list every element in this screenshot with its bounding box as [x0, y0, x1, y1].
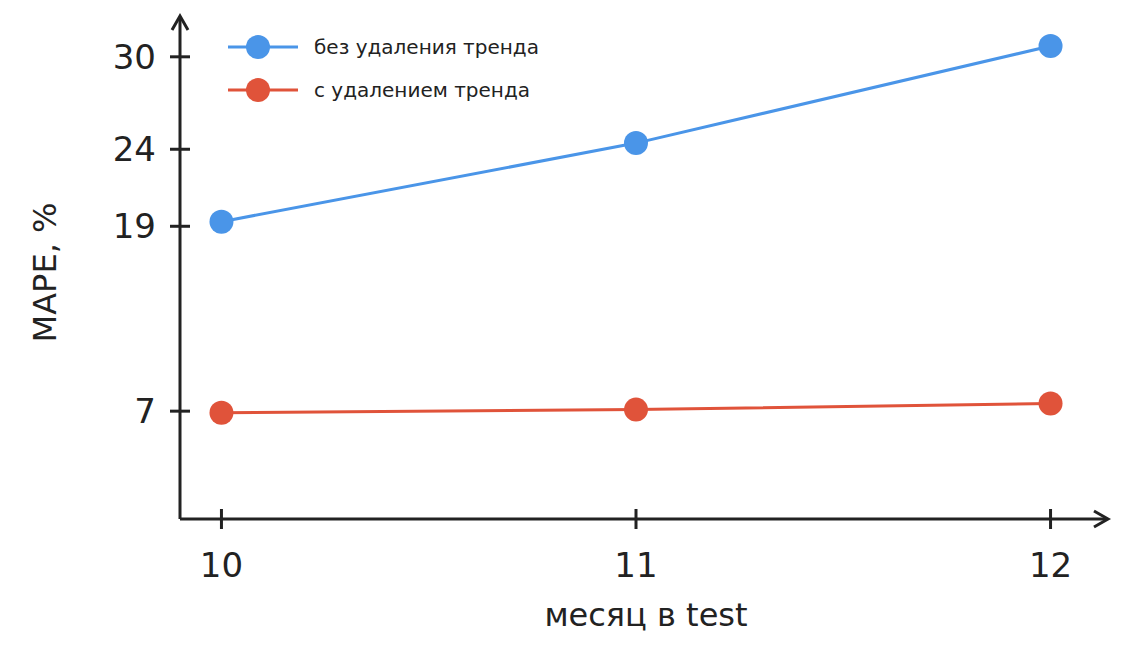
x-tick: [1049, 509, 1052, 529]
y-tick: [170, 225, 190, 228]
series-line: [221, 46, 1050, 222]
y-axis-arrow: [172, 16, 188, 30]
y-tick-label: 19: [113, 206, 156, 246]
chart: 7 19 24 30 10 11 12 месяц в test MAPE, % без удал…: [0, 0, 1142, 652]
y-axis-title: MAPE, %: [26, 203, 64, 343]
plot-area: [209, 34, 1062, 425]
y-tick-label: 7: [134, 391, 156, 431]
y-tick-label: 30: [113, 37, 156, 77]
x-axis-arrow: [1094, 511, 1108, 527]
x-axis-title: месяц в test: [544, 596, 747, 634]
legend-label: без удаления тренда: [314, 35, 539, 59]
legend-label: с удалением тренда: [314, 78, 530, 102]
legend-marker: [246, 35, 270, 59]
legend-marker: [246, 78, 270, 102]
y-tick-label: 24: [113, 129, 156, 169]
x-tick-label: 11: [614, 545, 657, 585]
series-point: [209, 210, 233, 234]
series-point: [209, 401, 233, 425]
series-point: [624, 131, 648, 155]
series-point: [624, 398, 648, 422]
y-tick: [170, 410, 190, 413]
x-tick: [635, 509, 638, 529]
y-tick: [170, 55, 190, 58]
legend: без удаления тренда с удалением тренда: [228, 35, 539, 102]
x-axis: [180, 518, 1106, 521]
series-point: [1039, 34, 1063, 58]
x-tick-label: 12: [1029, 545, 1072, 585]
x-tick-label: 10: [200, 545, 243, 585]
x-tick: [220, 509, 223, 529]
y-tick: [170, 148, 190, 151]
y-axis: [179, 18, 182, 519]
series-point: [1039, 391, 1063, 415]
